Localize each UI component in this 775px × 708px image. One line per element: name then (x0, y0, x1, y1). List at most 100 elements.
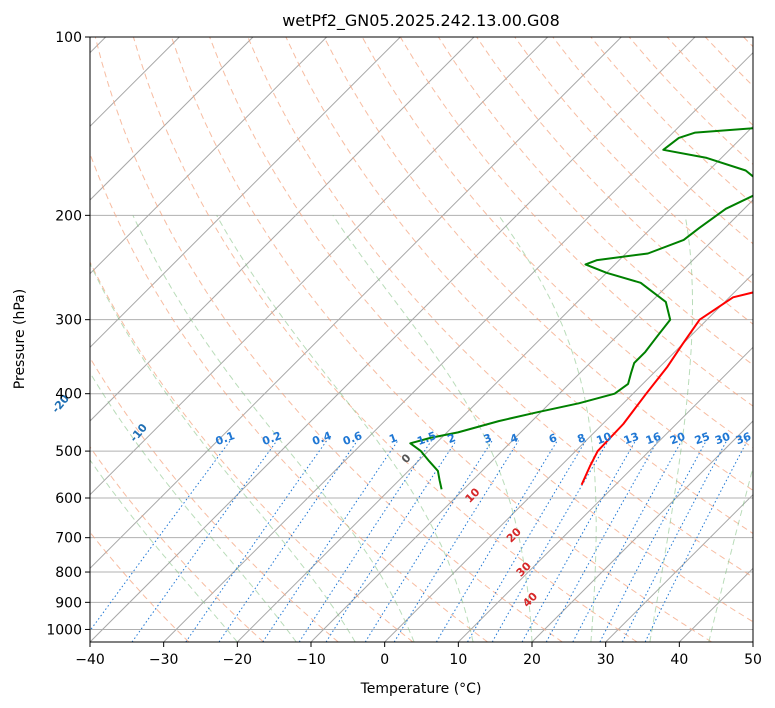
mixing-ratio-line (467, 440, 587, 642)
isotherm-line (531, 420, 753, 642)
isotherm-line (236, 125, 753, 642)
moist-adiabat (216, 215, 474, 642)
isotherm-line (457, 346, 753, 642)
y-tick-label: 100 (55, 30, 82, 46)
skewed-isotherms (90, 37, 753, 642)
mixing-ratio-line (393, 440, 520, 642)
isotherm-line (90, 37, 696, 642)
x-axis-ticks: −40 −30 −20 −10 0 10 20 30 40 50 (75, 642, 762, 668)
mixing-ratio-label: 0.4 (310, 429, 333, 448)
mixing-ratio-line (131, 440, 278, 642)
x-tick-label: 50 (744, 652, 762, 668)
mixing-ratio-label: 4 (508, 431, 520, 446)
x-tick-label: −30 (149, 652, 179, 668)
dewpoint-line (409, 127, 753, 490)
x-tick-label: −20 (223, 652, 253, 668)
mixing-ratio-label: 1.5 (415, 429, 438, 448)
dry-adiabat (285, 37, 753, 535)
x-tick-label: −40 (75, 652, 105, 668)
mixing-ratio-label: 13 (622, 430, 641, 447)
x-tick-label: 40 (670, 652, 688, 668)
mixing-ratio-label: 0.6 (341, 429, 364, 448)
mixing-ratio-line (90, 440, 231, 632)
isotherm-line (605, 493, 753, 642)
mixing-ratio-labels: 0.1 0.2 0.4 0.6 1 1.5 2 3 4 6 8 10 13 16 20 25 30 36 (214, 429, 753, 448)
moist-adiabat (649, 215, 693, 642)
mixing-ratio-label: 16 (644, 430, 663, 448)
isotherm-line (90, 37, 475, 422)
mixing-ratio-line (521, 440, 637, 642)
y-axis-label: Pressure (hPa) (12, 289, 28, 389)
y-tick-label: 700 (55, 531, 82, 547)
moist-adiabat (332, 215, 533, 642)
mixing-ratio-label: 30 (713, 430, 732, 448)
moist-adiabat (90, 262, 356, 642)
sounding-series (409, 127, 753, 490)
dry-adiabat (514, 37, 753, 285)
mixing-ratio-label: 0.2 (261, 429, 284, 448)
y-tick-label: 200 (55, 208, 82, 224)
isobar-gridlines (90, 37, 753, 630)
plot-frame (89, 36, 754, 643)
mixing-ratio-label: 0.1 (214, 429, 237, 448)
isotherm-line (90, 37, 328, 275)
isotherm-line (90, 37, 401, 349)
dry-adiabat (171, 37, 712, 642)
dry-adiabat (476, 37, 753, 325)
dry-adiabat (247, 37, 753, 578)
x-tick-label: 0 (380, 652, 389, 668)
dry-adiabat (90, 260, 414, 642)
mixing-ratio-label: 10 (595, 430, 614, 448)
isotherm-line (90, 37, 254, 201)
x-tick-label: −10 (296, 652, 326, 668)
isotherm-line (90, 37, 622, 570)
mixing-ratio-line (644, 440, 748, 642)
dry-adiabat (209, 37, 753, 623)
moist-adiabats (90, 215, 753, 642)
mixing-ratio-lines (90, 440, 748, 642)
y-tick-label: 1000 (46, 622, 82, 638)
x-tick-label: 20 (523, 652, 541, 668)
y-axis-ticks: 100 200 300 400 500 600 700 800 900 1000 (46, 30, 90, 638)
moist-adiabat (132, 215, 415, 642)
mixing-ratio-label: 2 (446, 431, 458, 446)
mixing-ratio-label: 1 (387, 431, 399, 446)
mixing-ratio-label: 25 (693, 430, 712, 447)
mixing-ratio-label: 3 (482, 431, 494, 446)
mixing-ratio-line (364, 440, 493, 642)
chart-title: wetPf2_GN05.2025.242.13.00.G08 (282, 11, 560, 31)
mixing-ratio-line (545, 440, 659, 642)
mixing-ratio-line (572, 440, 683, 642)
y-tick-label: 900 (55, 595, 82, 611)
dry-adiabat (132, 37, 638, 642)
x-axis-label: Temperature (°C) (360, 681, 482, 697)
mixing-ratio-line (262, 440, 399, 642)
mixing-ratio-label: 8 (576, 431, 588, 446)
mixing-ratio-label: 36 (734, 430, 753, 448)
y-tick-label: 600 (55, 491, 82, 507)
dry-adiabats (90, 37, 753, 642)
isotherm-line (90, 37, 549, 496)
dry-adiabat (90, 356, 339, 642)
temperature-line (580, 291, 753, 486)
y-tick-label: 300 (55, 313, 82, 329)
mixing-ratio-label: 20 (668, 430, 687, 448)
y-tick-label: 400 (55, 387, 82, 403)
isotherm-line (163, 51, 753, 642)
moist-adiabat (90, 371, 297, 642)
dry-adiabat (90, 446, 264, 642)
isotherm-line (384, 272, 753, 642)
dry-adiabat (94, 37, 563, 642)
mixing-ratio-line (185, 440, 328, 642)
mixing-ratio-line (325, 440, 457, 642)
y-tick-label: 800 (55, 565, 82, 581)
moist-adiabat (90, 459, 238, 642)
x-tick-label: 10 (449, 652, 467, 668)
mixing-ratio-line (298, 440, 432, 642)
mixing-ratio-label: 6 (547, 431, 559, 446)
mixing-ratio-line (435, 440, 558, 642)
mixing-ratio-line (491, 440, 609, 642)
x-tick-label: 30 (597, 652, 615, 668)
dry-adiabat (323, 37, 753, 491)
